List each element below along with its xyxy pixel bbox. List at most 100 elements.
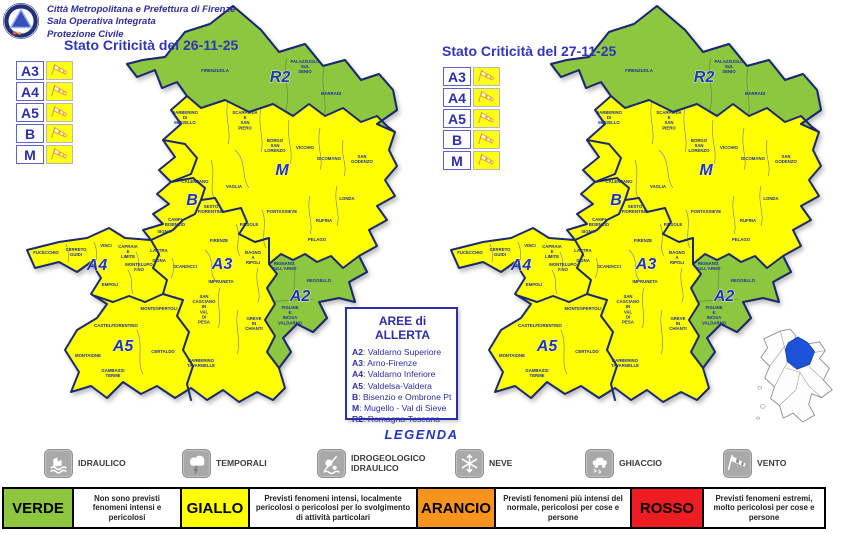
municipality-label: MONTELUPO F.NO [125, 262, 153, 272]
municipality-label: BARBERINO DI MUGELLO [596, 110, 623, 125]
municipality-label: GREVE IN CHIANTI [669, 316, 686, 331]
zone-code-label: A2 [713, 288, 735, 305]
zone-stack-day2: A3 A4 A5 B M [443, 67, 500, 170]
zone-stack-row: M [16, 145, 73, 164]
municipality-label: MONTAIONE [499, 353, 525, 358]
municipality-label: DICOMANO [317, 156, 342, 161]
municipality-label: VINCI [100, 243, 111, 248]
panel-title-day1: Stato Criticità del 26-11-25 [64, 37, 239, 53]
municipality-label: CERTALDO [575, 349, 599, 354]
municipality-label: PALAZZUOLO SUL SENIO [714, 59, 744, 74]
windsock-icon [46, 103, 73, 122]
municipality-label: SCANDICCI [173, 264, 197, 269]
snow-icon [455, 449, 484, 478]
municipality-label: VICCHIO [296, 145, 315, 150]
allerta-item: B: Bisenzio e Ombrone Pt [352, 391, 452, 402]
zone-stack-row: B [443, 130, 500, 149]
municipality-label: BORGO SAN LORENZO [264, 138, 286, 153]
alert-areas-list: A2: Valdarno Superiore A3: Arno-Firenze A4… [352, 347, 453, 425]
level-desc-cell-giallo: Previsti fenomeni intensi, localmente pe… [248, 487, 418, 529]
municipality-label: BORGO SAN LORENZO [688, 138, 710, 153]
zone-stack-row: A3 [443, 67, 500, 86]
hazard-item: VENTO [723, 449, 786, 478]
hazard-label: TEMPORALI [216, 457, 267, 468]
firenze-province-highlight [784, 336, 815, 370]
level-name-cell-arancio: ARANCIO [416, 487, 496, 529]
zone-code-label: M [275, 162, 289, 179]
zone-code-label: R2 [270, 69, 291, 86]
level-desc-cell-arancio: Previsti fenomeni più intensi del normal… [494, 487, 632, 529]
zone-code-label: B [610, 192, 622, 209]
municipality-label: CAPRAIA E LIMITE [542, 244, 562, 259]
municipality-label: BARBERINO TAVARNELLE [187, 358, 215, 368]
windsock-icon [46, 124, 73, 143]
municipality-label: SAN GODENZO [775, 154, 797, 164]
hazard-label: IDROGEOLOGICO IDRAULICO [351, 452, 426, 473]
allerta-item: A5: Valdelsa-Valdera [352, 380, 432, 391]
municipality-label: FIRENZUOLA [625, 68, 653, 73]
zone-code-badge: B [443, 130, 471, 149]
zone-code-label: A4 [510, 257, 532, 274]
municipality-label: REGGELLO [731, 278, 756, 283]
municipality-label: CASTELFIORENTINO [94, 323, 138, 328]
municipality-label: MARRADI [321, 91, 341, 96]
municipality-label: SIGNA [581, 229, 595, 234]
zone-code-label: A5 [536, 338, 559, 355]
municipality-label: SESTO FIORENTINO [622, 204, 649, 214]
municipality-label: CALENZANO [606, 179, 634, 184]
hazard-item: IDRAULICO [44, 449, 126, 478]
windsock-icon [46, 61, 73, 80]
municipality-label: PONTASSIEVE [691, 209, 721, 214]
municipality-label: SAN CASCIANO IN VAL DI PESA [617, 294, 641, 325]
ice-icon [585, 449, 614, 478]
level-name-cell-giallo: GIALLO [180, 487, 250, 529]
municipality-label: FIESOLE [664, 222, 683, 227]
municipality-label: FIGLINE E INCISA VALDARNO [278, 305, 303, 325]
criticality-map-day2: FIRENZUOLA PALAZZUOLO SUL SENIO MARRADI BARBE… [450, 5, 822, 403]
zone-stack-row: A4 [443, 88, 500, 107]
windsock-icon [46, 145, 73, 164]
municipality-label: CERRETO GUIDI [490, 247, 512, 257]
zone-code-badge: M [443, 151, 471, 170]
municipality-label: FUCECCHIO [457, 250, 483, 255]
municipality-label: VAGLIA [650, 184, 666, 189]
zone-code-label: M [699, 162, 713, 179]
municipality-label: PELAGO [732, 237, 751, 242]
municipality-label: LONDA [763, 196, 778, 201]
zone-code-label: A2 [289, 288, 311, 305]
municipality-label: SESTO FIORENTINO [198, 204, 225, 214]
municipality-label: CAMPI BISENZIO [589, 217, 610, 227]
municipality-label: SCARPERIA E SAN PIERO [656, 110, 681, 130]
hazard-item: TEMPORALI [182, 449, 267, 478]
municipality-label: CASTELFIORENTINO [518, 323, 562, 328]
protezione-civile-logo [2, 2, 40, 45]
zone-code-badge: A3 [443, 67, 471, 86]
header-line-3: Protezione Civile [47, 28, 124, 40]
windsock-icon [723, 449, 752, 478]
municipality-label: VICCHIO [720, 145, 739, 150]
hazard-label: IDRAULICO [78, 457, 126, 468]
municipality-label: EMPOLI [526, 282, 542, 287]
hazard-item: GHIACCIO [585, 449, 662, 478]
municipality-label: MONTAIONE [75, 353, 101, 358]
tuscany-inset-map [753, 327, 841, 430]
municipality-label: FUCECCHIO [33, 250, 59, 255]
municipality-label: MARRADI [745, 91, 765, 96]
windsock-icon [473, 151, 500, 170]
municipality-label: FIRENZE [210, 238, 229, 243]
municipality-label: LASTRA A SIGNA [574, 248, 591, 263]
municipality-label: SAN CASCIANO IN VAL DI PESA [193, 294, 217, 325]
municipality-label: PONTASSIEVE [267, 209, 297, 214]
zone-code-badge: A4 [443, 88, 471, 107]
windsock-icon [473, 109, 500, 128]
municipality-label: RUFINA [740, 218, 756, 223]
municipality-label: MONTESPERTOLI [565, 306, 602, 311]
municipality-label: EMPOLI [102, 282, 118, 287]
legend-title: LEGENDA [384, 427, 459, 442]
alert-areas-title: AREE di ALLERTA [374, 314, 431, 342]
municipality-label: PALAZZUOLO SUL SENIO [290, 59, 320, 74]
municipality-label: SAN GODENZO [351, 154, 373, 164]
municipality-label: MONTELUPO F.NO [549, 262, 577, 272]
storm-icon [182, 449, 211, 478]
